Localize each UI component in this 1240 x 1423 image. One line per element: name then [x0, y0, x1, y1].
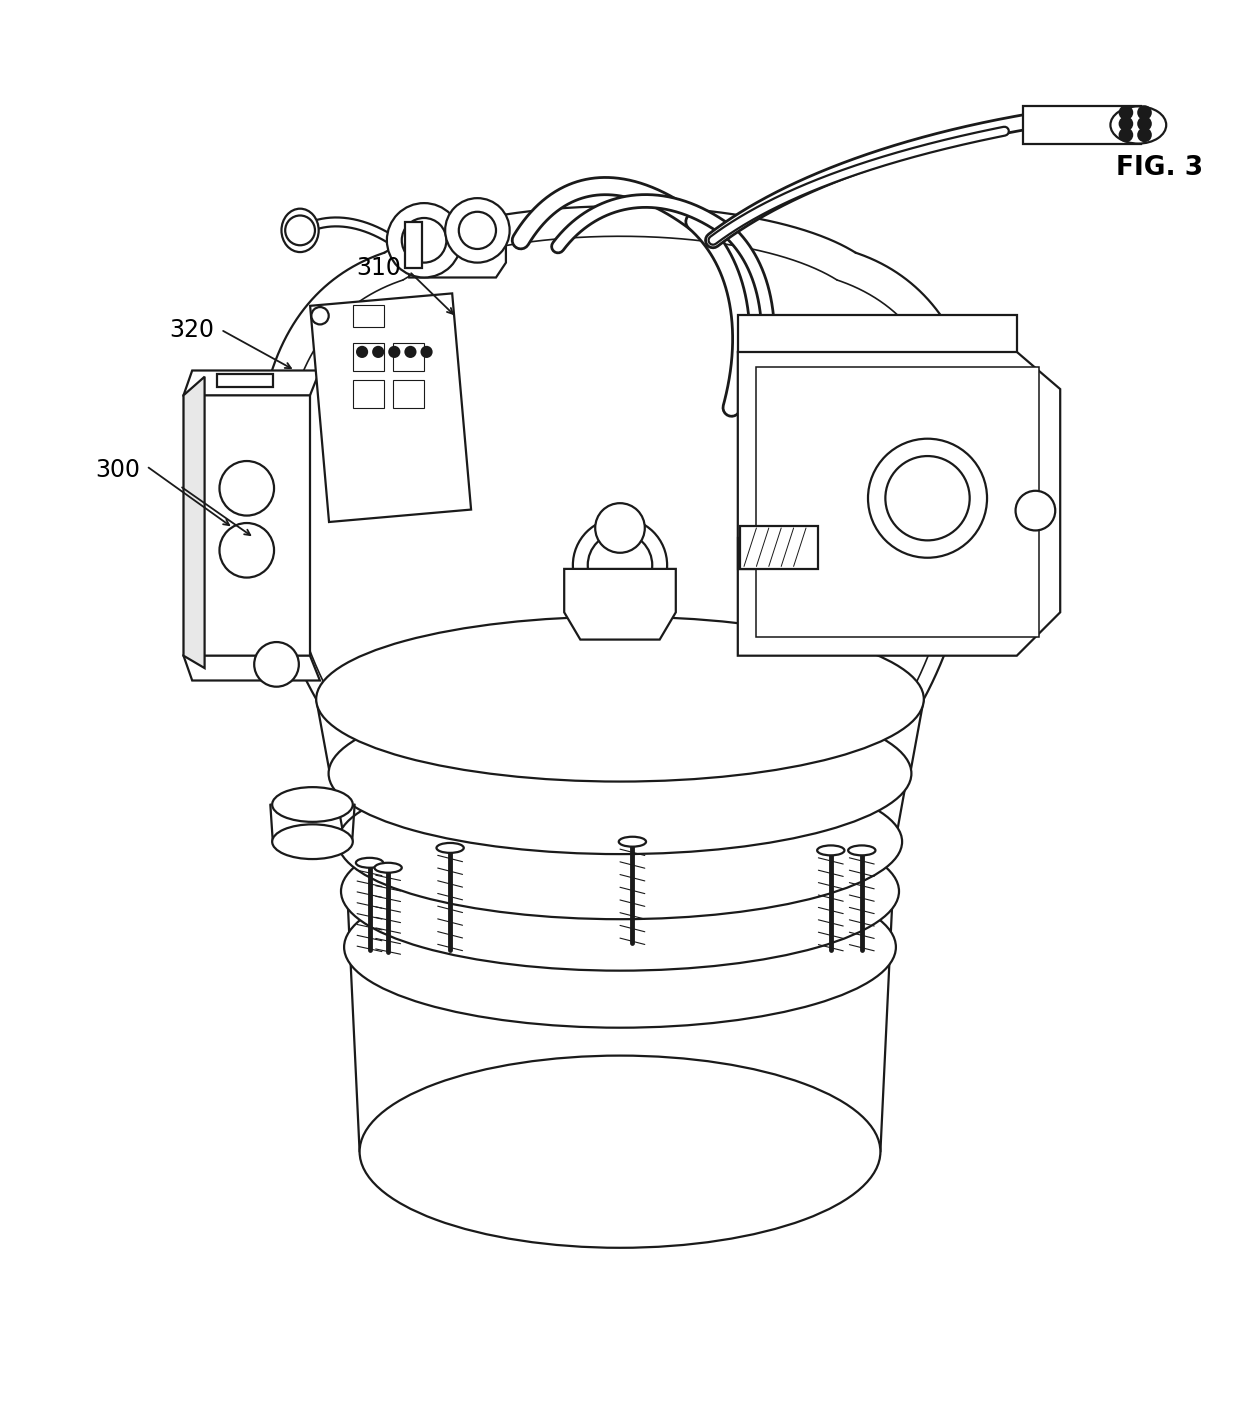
- Polygon shape: [184, 396, 310, 656]
- Text: 320: 320: [170, 317, 215, 342]
- Polygon shape: [184, 377, 205, 669]
- Circle shape: [588, 534, 652, 598]
- Ellipse shape: [273, 824, 353, 859]
- Circle shape: [311, 307, 329, 324]
- Bar: [393, 380, 424, 408]
- Bar: [353, 380, 384, 408]
- Ellipse shape: [337, 764, 903, 919]
- Ellipse shape: [848, 845, 875, 855]
- Circle shape: [1016, 491, 1055, 531]
- Ellipse shape: [1110, 107, 1166, 144]
- Circle shape: [1120, 128, 1132, 141]
- Ellipse shape: [345, 867, 895, 1027]
- Circle shape: [285, 215, 315, 245]
- Circle shape: [422, 347, 432, 357]
- Circle shape: [868, 438, 987, 558]
- Ellipse shape: [817, 845, 844, 855]
- Bar: [353, 305, 384, 327]
- Ellipse shape: [374, 862, 402, 872]
- Circle shape: [1138, 118, 1151, 129]
- Circle shape: [1138, 128, 1151, 141]
- Circle shape: [402, 218, 446, 263]
- Circle shape: [219, 461, 274, 515]
- Circle shape: [1120, 107, 1132, 118]
- Circle shape: [254, 642, 299, 687]
- Circle shape: [573, 518, 667, 612]
- Ellipse shape: [356, 858, 383, 868]
- Ellipse shape: [329, 693, 911, 854]
- Polygon shape: [409, 243, 506, 277]
- Bar: [393, 343, 424, 370]
- Circle shape: [459, 212, 496, 249]
- Circle shape: [405, 347, 415, 357]
- Polygon shape: [564, 569, 676, 639]
- Bar: [353, 343, 384, 370]
- Text: 310: 310: [356, 256, 401, 279]
- Polygon shape: [738, 314, 1017, 351]
- Text: FIG. 3: FIG. 3: [1116, 155, 1203, 181]
- Polygon shape: [1023, 107, 1141, 144]
- Polygon shape: [738, 351, 1060, 656]
- Text: 300: 300: [95, 458, 140, 482]
- Circle shape: [1138, 107, 1151, 118]
- Circle shape: [373, 347, 383, 357]
- Circle shape: [885, 455, 970, 541]
- Polygon shape: [405, 222, 422, 268]
- Circle shape: [445, 198, 510, 263]
- Circle shape: [387, 203, 461, 277]
- Ellipse shape: [436, 842, 464, 852]
- Ellipse shape: [341, 813, 899, 970]
- Polygon shape: [310, 293, 471, 522]
- Circle shape: [219, 524, 274, 578]
- Ellipse shape: [273, 787, 353, 822]
- Circle shape: [595, 504, 645, 552]
- Polygon shape: [184, 370, 320, 396]
- Ellipse shape: [619, 837, 646, 847]
- Polygon shape: [756, 367, 1039, 638]
- Polygon shape: [738, 538, 843, 569]
- Ellipse shape: [316, 616, 924, 781]
- Circle shape: [389, 347, 399, 357]
- Polygon shape: [184, 656, 320, 680]
- Polygon shape: [217, 374, 273, 387]
- Ellipse shape: [360, 1056, 880, 1248]
- Circle shape: [357, 347, 367, 357]
- Ellipse shape: [281, 209, 319, 252]
- Circle shape: [1120, 118, 1132, 129]
- Polygon shape: [740, 525, 818, 569]
